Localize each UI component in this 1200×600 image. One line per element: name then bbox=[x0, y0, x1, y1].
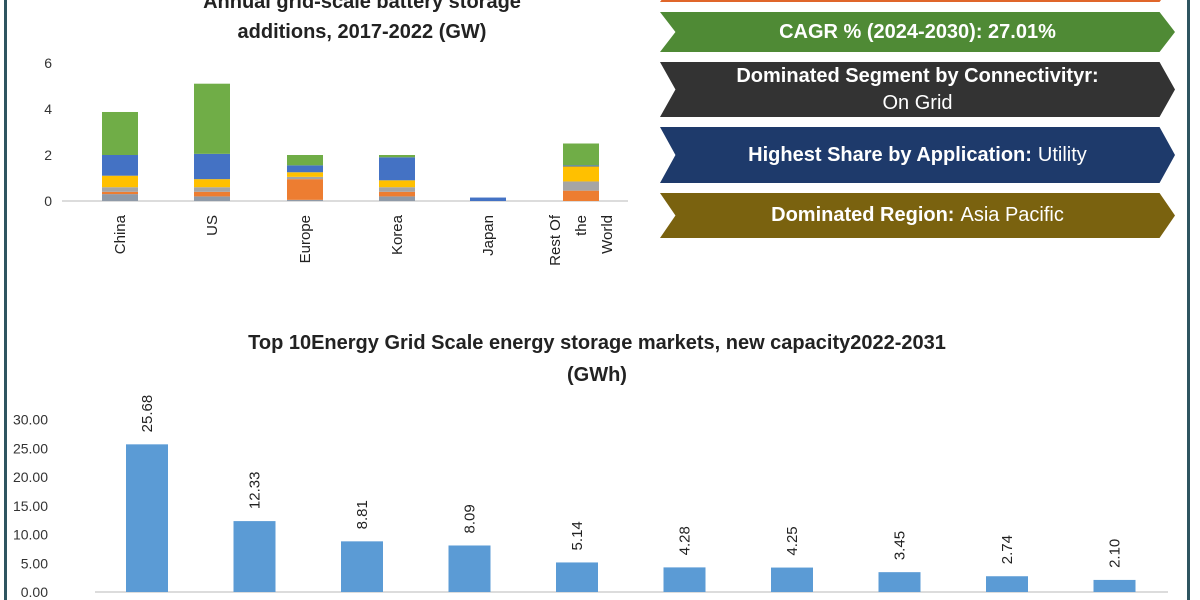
bar bbox=[986, 576, 1028, 592]
bar bbox=[341, 541, 383, 592]
stacked-bar-segment bbox=[194, 83, 230, 154]
stat-banner: Dominated Segment by Connectivityr: On Gr… bbox=[660, 62, 1175, 117]
y-tick-label: 25.00 bbox=[13, 440, 48, 456]
stacked-bar-segment bbox=[194, 153, 230, 180]
stacked-bar-segment bbox=[379, 191, 415, 197]
stacked-bar-segment bbox=[194, 179, 230, 188]
stacked-bar-segment bbox=[102, 155, 138, 176]
stacked-bar-segment bbox=[470, 197, 506, 201]
stacked-bar-segment bbox=[379, 155, 415, 158]
stacked-bar-segment bbox=[287, 199, 323, 201]
stat-banner bbox=[660, 0, 1175, 2]
stacked-bar-segment bbox=[102, 191, 138, 195]
stacked-bar-segment bbox=[194, 187, 230, 192]
data-label: 3.45 bbox=[892, 531, 909, 560]
x-category-label: Europe bbox=[297, 215, 314, 263]
data-label: 5.14 bbox=[569, 521, 586, 550]
y-tick-label: 10.00 bbox=[13, 527, 48, 543]
stacked-bar-segment bbox=[102, 194, 138, 201]
stacked-bar-segment bbox=[287, 155, 323, 166]
bar bbox=[556, 562, 598, 592]
data-label: 8.81 bbox=[354, 500, 371, 529]
stacked-bar-segment bbox=[194, 196, 230, 201]
y-tick-label: 0.00 bbox=[21, 584, 48, 600]
chart-title: Annual grid-scale battery storage bbox=[203, 0, 521, 13]
x-category-label: World bbox=[599, 215, 616, 254]
bar bbox=[233, 521, 276, 592]
stat-value: Utility bbox=[1037, 143, 1087, 166]
x-category-label: the bbox=[573, 215, 590, 236]
stacked-bar-segment bbox=[287, 165, 323, 173]
stat-value: Asia Pacific bbox=[960, 204, 1064, 226]
data-label: 4.25 bbox=[784, 526, 801, 555]
stacked-bar-segment bbox=[379, 157, 415, 181]
x-category-label: Japan bbox=[480, 215, 497, 256]
stacked-bar-segment bbox=[563, 165, 599, 167]
data-label: 8.09 bbox=[462, 504, 479, 533]
x-category-label: Korea bbox=[389, 214, 406, 255]
stacked-bar-segment bbox=[563, 181, 599, 191]
bar bbox=[448, 545, 491, 592]
stat-label: Dominated Segment by Connectivityr: bbox=[736, 64, 1099, 87]
stacked-bar-segment bbox=[287, 172, 323, 177]
stacked-bar-segment bbox=[563, 143, 599, 166]
y-tick-label: 20.00 bbox=[13, 469, 48, 485]
chart-title: (GWh) bbox=[567, 364, 627, 386]
chart-title: additions, 2017-2022 (GW) bbox=[238, 21, 487, 43]
stacked-bar-segment bbox=[563, 166, 599, 182]
stat-banner: Highest Share by Application: Utility bbox=[660, 127, 1175, 183]
left-border bbox=[4, 0, 7, 600]
data-label: 4.28 bbox=[677, 526, 694, 555]
right-border bbox=[1187, 0, 1190, 600]
stacked-bar-segment bbox=[379, 196, 415, 201]
stacked-bar-segment bbox=[194, 191, 230, 197]
data-label: 2.74 bbox=[999, 535, 1016, 564]
stacked-bar-segment bbox=[102, 175, 138, 188]
x-category-label: US bbox=[204, 215, 221, 236]
stacked-bar-segment bbox=[563, 190, 599, 201]
stacked-bar-segment bbox=[379, 187, 415, 192]
stacked-bar-segment bbox=[287, 179, 323, 200]
y-tick-label: 0 bbox=[44, 193, 52, 209]
y-tick-label: 6 bbox=[44, 55, 52, 71]
x-category-label: China bbox=[112, 214, 129, 254]
y-tick-label: 2 bbox=[44, 147, 52, 163]
bar bbox=[663, 567, 706, 592]
stacked-bar-segment bbox=[379, 180, 415, 188]
bar bbox=[771, 567, 813, 592]
y-tick-label: 30.00 bbox=[13, 412, 48, 428]
chart-title: Top 10Energy Grid Scale energy storage m… bbox=[248, 332, 946, 354]
stat-banner: Dominated Region: Asia Pacific bbox=[660, 193, 1175, 238]
data-label: 25.68 bbox=[139, 395, 156, 433]
bar bbox=[1093, 579, 1136, 592]
stat-banner: CAGR % (2024-2030): 27.01% bbox=[660, 12, 1175, 52]
x-category-label: Rest Of bbox=[547, 214, 564, 266]
stacked-bar-segment bbox=[287, 176, 323, 180]
stat-label: CAGR % (2024-2030): 27.01% bbox=[779, 20, 1056, 43]
y-tick-label: 4 bbox=[44, 101, 52, 117]
bar bbox=[878, 572, 921, 592]
y-tick-label: 15.00 bbox=[13, 498, 48, 514]
data-label: 2.10 bbox=[1107, 539, 1124, 568]
stat-value: On Grid bbox=[882, 91, 953, 114]
bar bbox=[126, 444, 168, 592]
stat-label: Highest Share by Application: bbox=[748, 143, 1032, 166]
y-tick-label: 5.00 bbox=[21, 555, 48, 571]
data-label: 12.33 bbox=[247, 472, 264, 510]
stacked-bar-segment bbox=[102, 187, 138, 192]
stacked-bar-segment bbox=[102, 111, 138, 155]
stat-label: Dominated Region: bbox=[771, 204, 955, 226]
